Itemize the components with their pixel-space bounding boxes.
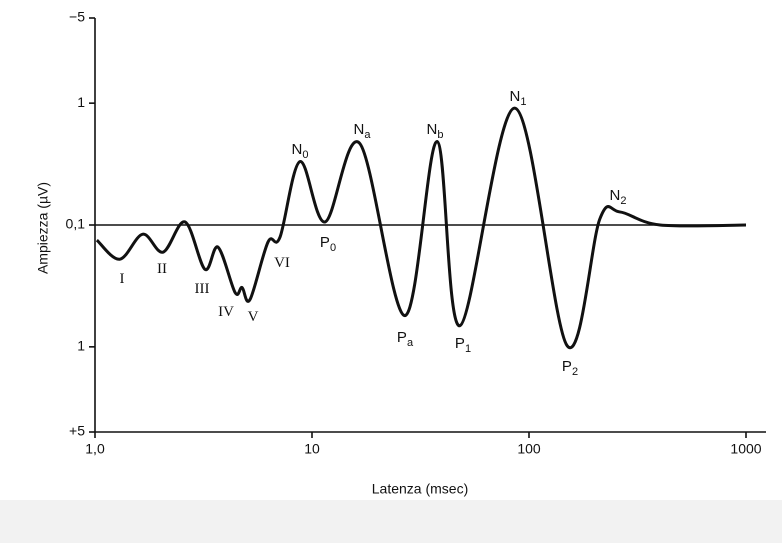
peak-label-sub: a (407, 337, 414, 349)
x-tick-label: 100 (517, 441, 541, 457)
peak-label-sub: a (364, 129, 371, 141)
peak-label-sub: 2 (620, 195, 626, 207)
peak-label-text: P (397, 329, 407, 346)
peak-label-text: N (354, 121, 365, 138)
peak-label: P0 (320, 234, 336, 254)
peak-label: V (248, 309, 259, 325)
peak-label-text: III (195, 281, 210, 297)
peak-label: Pa (397, 329, 414, 349)
peak-label: P2 (562, 358, 578, 378)
peak-label: N2 (610, 187, 627, 207)
peak-label-text: P (562, 358, 572, 375)
peak-label-sub: 0 (302, 149, 308, 161)
y-tick-label: −5 (69, 9, 85, 25)
peak-label: P1 (455, 335, 471, 355)
peak-label-text: V (248, 309, 259, 325)
peak-label: Nb (427, 121, 444, 141)
peak-label-text: N (610, 187, 621, 204)
peak-label-text: P (320, 234, 330, 251)
peak-label: I (120, 271, 125, 287)
peak-label-sub: 1 (520, 96, 526, 108)
y-axis-title: Ampiezza (µV) (35, 182, 51, 274)
x-tick-label: 1,0 (85, 441, 105, 457)
peak-label-text: IV (218, 304, 234, 320)
page-margin (0, 500, 782, 543)
x-tick-label: 1000 (730, 441, 761, 457)
peak-label: N1 (510, 88, 527, 108)
peak-label-text: VI (274, 255, 290, 271)
peak-label-sub: 2 (572, 366, 578, 378)
peak-label-sub: b (437, 129, 443, 141)
x-axis-title: Latenza (msec) (372, 481, 468, 497)
peak-label-text: N (510, 88, 521, 105)
peak-label-sub: 1 (465, 343, 471, 355)
peak-label: VI (274, 255, 290, 271)
y-tick-label: 1 (77, 338, 85, 354)
x-tick-label: 10 (304, 441, 320, 457)
y-tick-label: 1 (77, 94, 85, 110)
peak-label: II (157, 261, 167, 277)
peak-label-sub: 0 (330, 242, 336, 254)
peak-label: III (195, 281, 210, 297)
peak-label: IV (218, 304, 234, 320)
peak-label: Na (354, 121, 372, 141)
peak-label: N0 (292, 141, 309, 161)
waveform (95, 106, 747, 350)
peak-label-text: N (292, 141, 303, 158)
peak-label-text: N (427, 121, 438, 138)
peak-label-text: II (157, 261, 167, 277)
peak-label-text: I (120, 271, 125, 287)
y-tick-label: 0,1 (66, 216, 86, 232)
peak-label-text: P (455, 335, 465, 352)
y-tick-label: +5 (69, 423, 85, 439)
